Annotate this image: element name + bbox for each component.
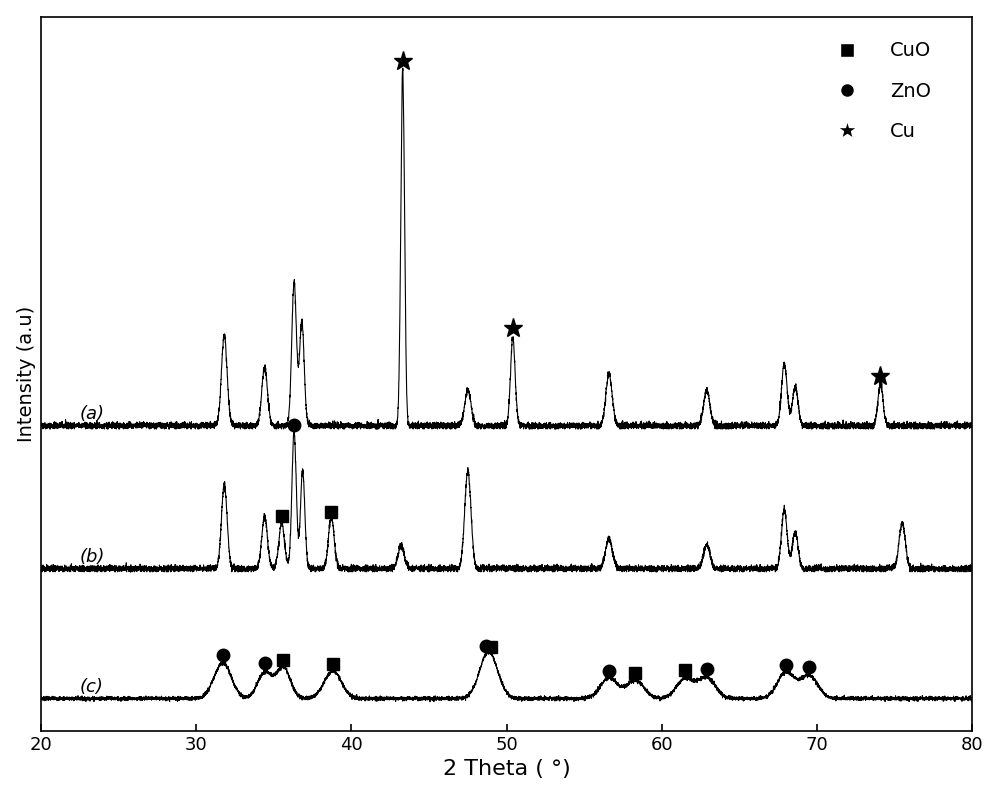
X-axis label: 2 Theta ( °): 2 Theta ( °) [443, 759, 570, 779]
Text: (c): (c) [80, 678, 104, 696]
Legend: CuO, ZnO, Cu: CuO, ZnO, Cu [820, 33, 939, 149]
Y-axis label: Intensity (a.u): Intensity (a.u) [17, 306, 36, 442]
Text: (a): (a) [80, 405, 105, 423]
Text: (b): (b) [80, 548, 105, 566]
